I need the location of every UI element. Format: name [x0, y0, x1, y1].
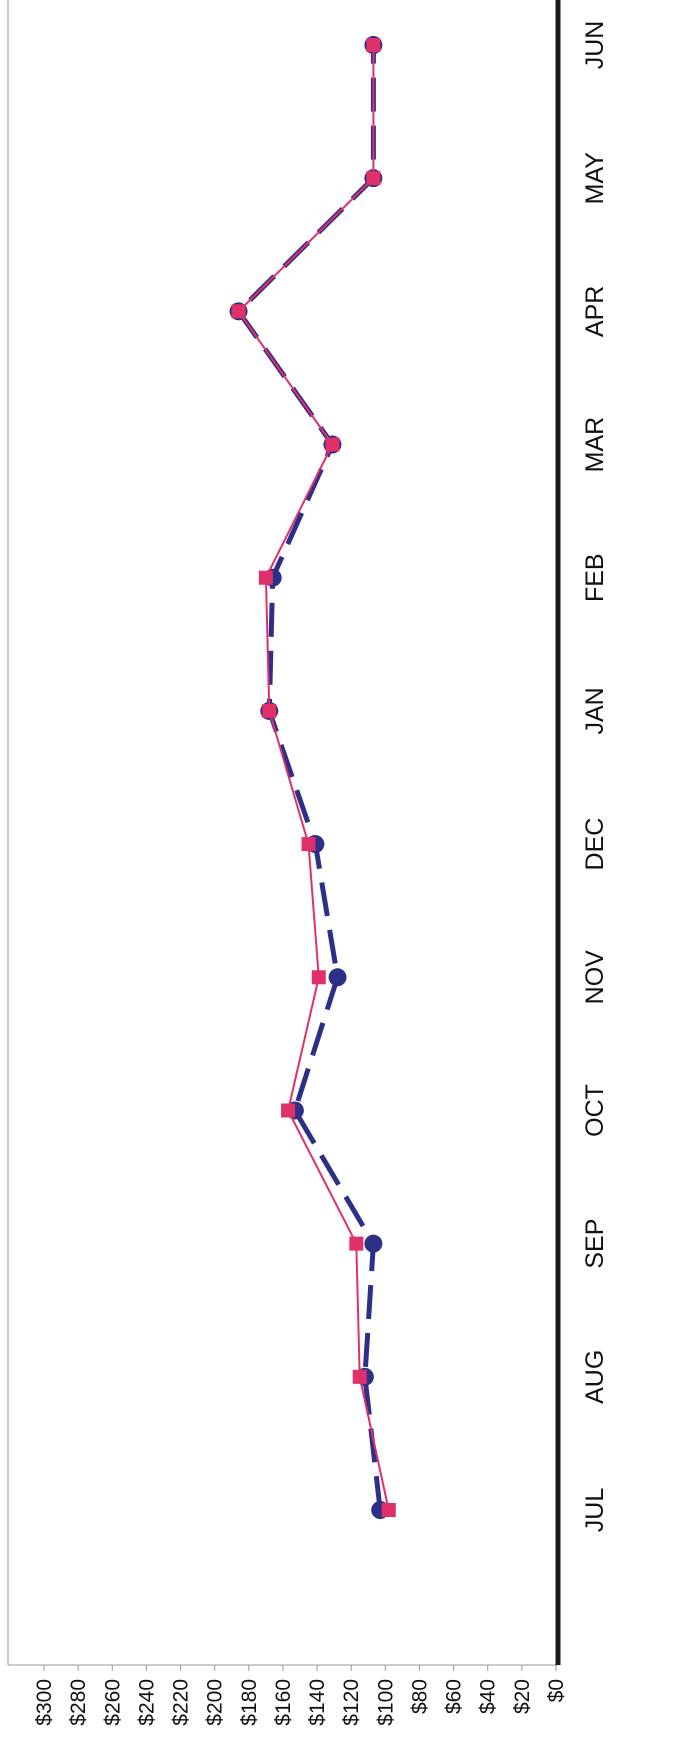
x-tick-label: OCT — [581, 1084, 609, 1137]
series-2-point — [366, 171, 381, 186]
y-tick-label: $160 — [272, 1679, 295, 1726]
y-tick-label: $300 — [33, 1679, 56, 1726]
series-1 — [229, 36, 390, 1519]
series-2-point — [301, 837, 316, 852]
x-tick-label: MAR — [581, 417, 609, 473]
y-tick-label: $0 — [545, 1679, 568, 1702]
y-tick-label: $140 — [306, 1679, 329, 1726]
x-tick-label: JUN — [581, 21, 609, 70]
x-tick-label: NOV — [581, 950, 609, 1005]
series-2 — [231, 38, 396, 1517]
series-1-point — [328, 968, 347, 987]
series-layer — [229, 36, 396, 1519]
y-tick-label: $180 — [238, 1679, 261, 1726]
x-tick-label: JUL — [581, 1488, 609, 1533]
x-tick-label: AUG — [581, 1350, 609, 1404]
x-axis-tick-labels: JUL AUG SEP OCT NOV DEC JAN FEB MAR APR MAY JUN — [581, 21, 609, 1533]
x-tick-label: JAN — [581, 687, 609, 734]
y-tick-label: $120 — [340, 1679, 363, 1726]
y-axis-tick-labels: $0 $20 $40 $60 $80 $100 $120 $140 $160 $180 $200 $2… — [33, 1665, 568, 1726]
y-tick-label: $200 — [204, 1679, 227, 1726]
series-2-point — [349, 1236, 364, 1251]
series-2-point — [366, 38, 381, 52]
series-2-point — [381, 1503, 396, 1517]
y-tick-label: $80 — [408, 1679, 431, 1714]
y-tick-label: $20 — [511, 1679, 534, 1714]
x-tick-label: APR — [581, 286, 609, 337]
y-tick-label: $260 — [101, 1679, 124, 1726]
series-1-point — [364, 1234, 383, 1253]
y-tick-label: $280 — [67, 1679, 90, 1726]
x-tick-label: DEC — [581, 818, 609, 871]
y-tick-label: $240 — [135, 1679, 158, 1726]
series-2-point — [325, 437, 340, 452]
plot-area — [7, 0, 561, 1666]
x-tick-label: MAY — [581, 152, 609, 205]
series-2-point — [352, 1369, 367, 1384]
x-tick-label: FEB — [581, 553, 609, 602]
y-tick-label: $100 — [374, 1679, 397, 1726]
series-2-point — [311, 970, 326, 985]
series-2-line — [237, 45, 390, 1511]
y-tick-label: $220 — [170, 1679, 193, 1726]
x-tick-label: SEP — [581, 1219, 609, 1269]
y-tick-label: $40 — [477, 1679, 500, 1714]
series-2-point — [281, 1103, 296, 1118]
series-2-point — [231, 304, 246, 319]
series-1-line — [236, 45, 383, 1511]
series-2-point — [258, 570, 273, 585]
series-2-point — [262, 703, 277, 718]
y-tick-label: $60 — [443, 1679, 466, 1714]
